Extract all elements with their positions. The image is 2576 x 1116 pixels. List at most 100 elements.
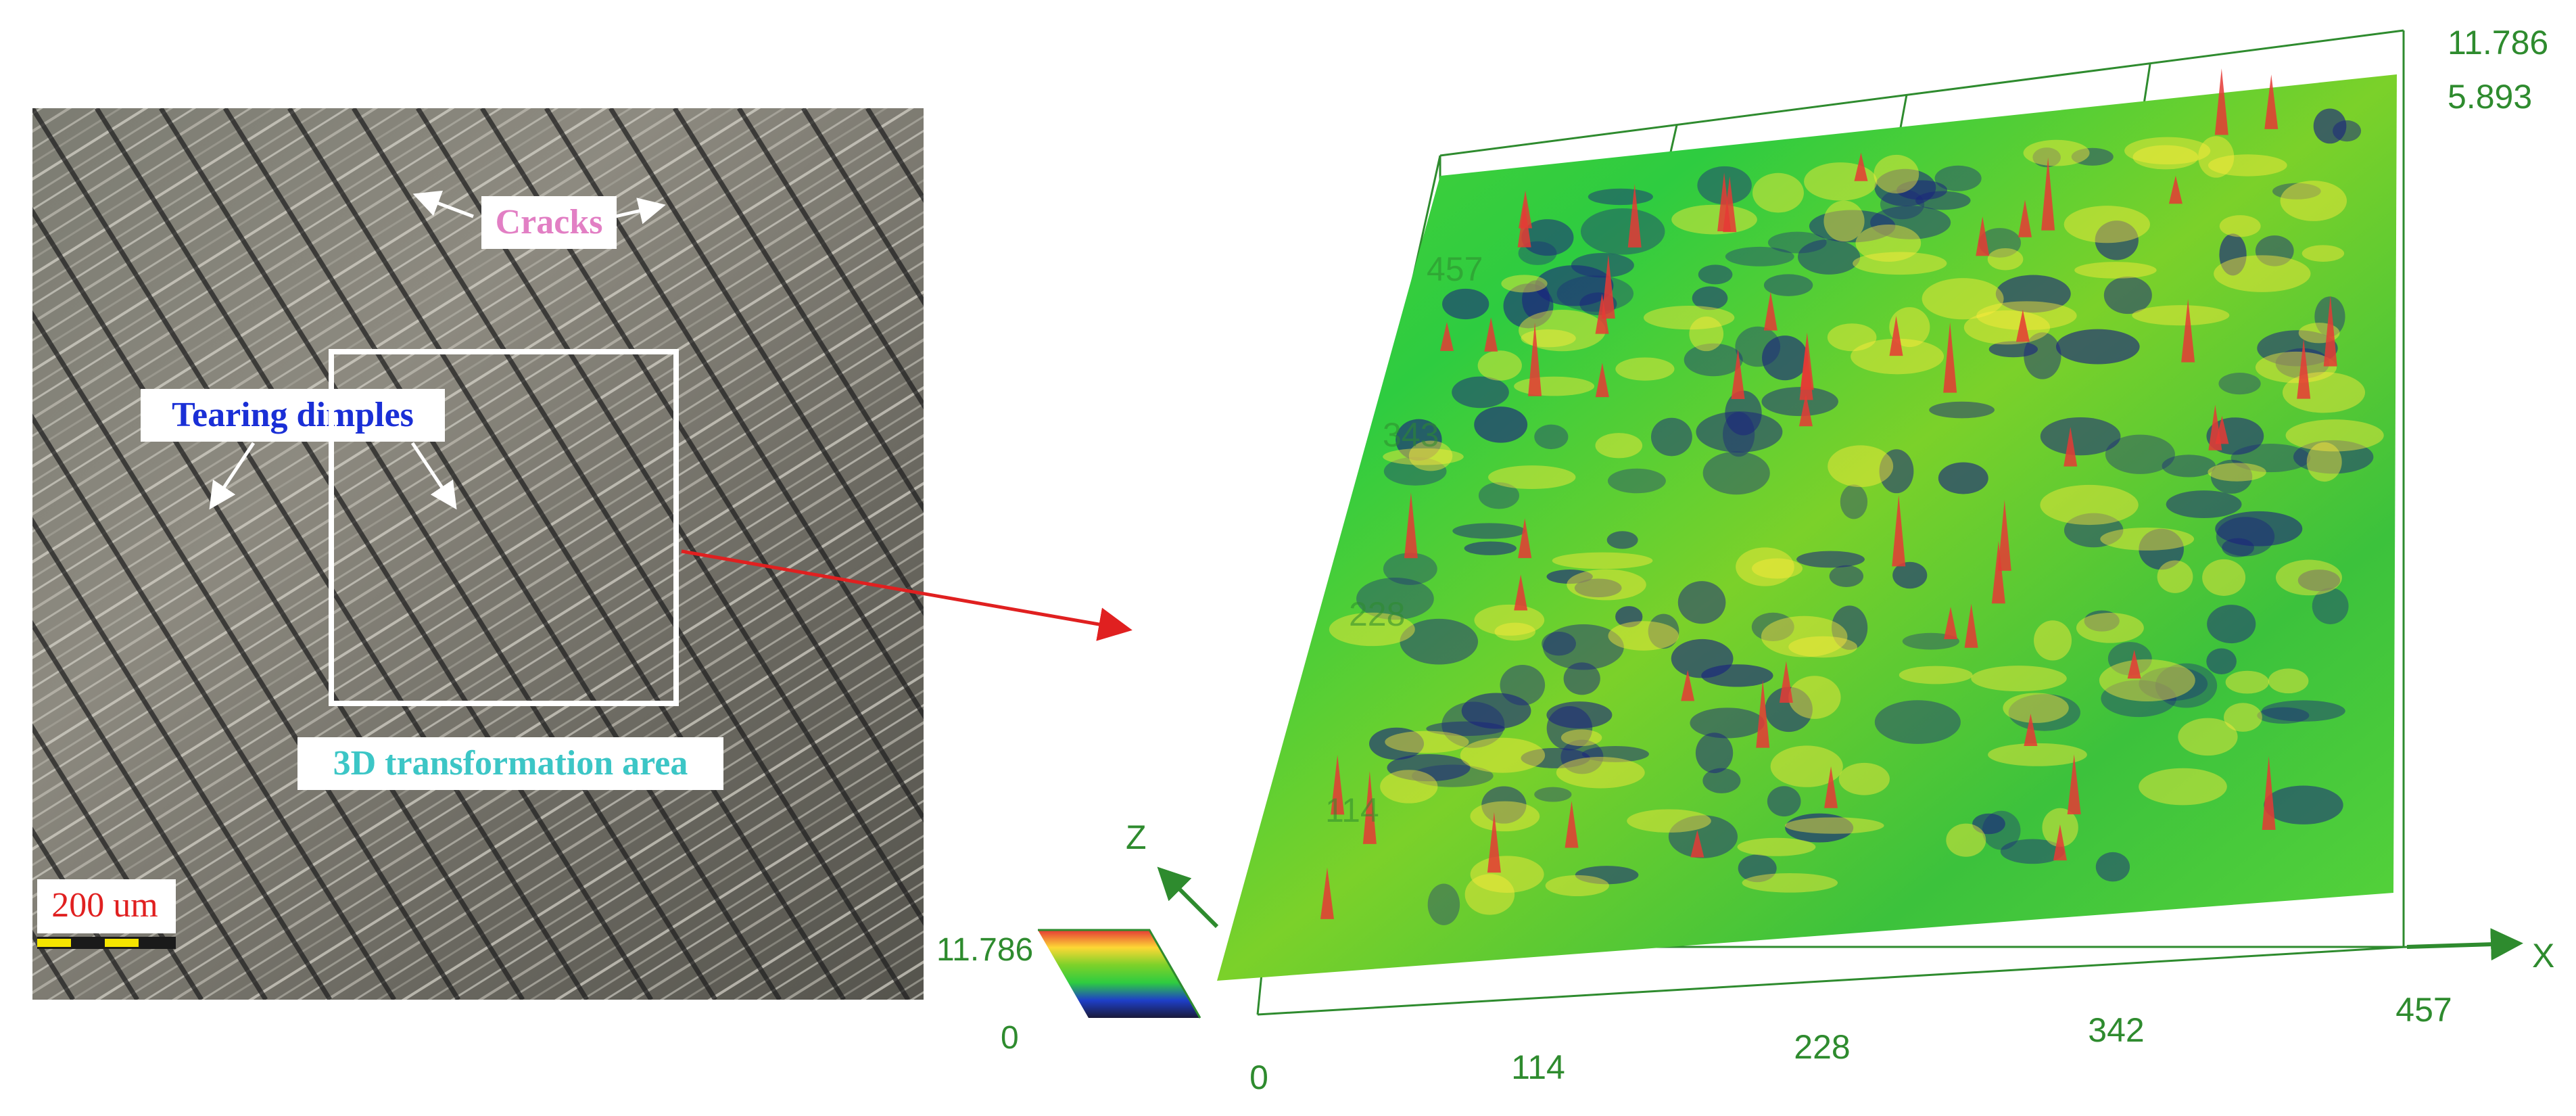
surface-valley (1785, 813, 1854, 843)
surface-peak (2067, 754, 2081, 814)
z-mid-label: 5.893 (2448, 78, 2532, 116)
surface-valley (2216, 517, 2275, 557)
surface-valley (2272, 183, 2321, 200)
surface-valley (1580, 208, 1665, 255)
surface-valley (1615, 606, 1643, 628)
surface-valley (1546, 569, 1593, 584)
surface-valley (2095, 220, 2139, 260)
surface-peak (1528, 322, 1542, 396)
surface-ridge (2208, 463, 2266, 482)
surface-ridge (1519, 309, 1606, 352)
surface-valley (1441, 701, 1505, 748)
surface-valley (2000, 839, 2065, 864)
surface-valley (2166, 490, 2242, 519)
surface-ridge (1488, 465, 1576, 490)
surface-valley (2293, 440, 2374, 474)
surface-valley (1982, 810, 2021, 850)
surface-peak (1756, 680, 1770, 748)
surface-ridge (1595, 433, 1643, 459)
surface-peak (1690, 830, 1704, 858)
surface-valley (1695, 733, 1734, 774)
surface-ridge (2034, 620, 2072, 661)
surface-peak (1439, 322, 1454, 351)
surface-ridge (1501, 275, 1548, 293)
surface-valley (1677, 581, 1726, 624)
surface-peak (1514, 574, 1528, 611)
surface-ridge (1329, 612, 1415, 647)
x-tick-228: 228 (1794, 1028, 1850, 1066)
crack-band (32, 413, 396, 1000)
surface-ridge (1643, 306, 1735, 330)
surface-valley (1606, 531, 1638, 549)
surface-ridge (2124, 137, 2211, 165)
crack-band (737, 108, 924, 410)
surface-valley (2210, 459, 2253, 494)
y-tick-457: 457 (1427, 250, 1483, 288)
surface-ridge (1552, 552, 1653, 569)
surface-ridge (1922, 278, 2004, 320)
surface-peak (1601, 254, 1615, 319)
surface-valley (1702, 451, 1770, 495)
surface-valley (2297, 569, 2341, 592)
surface-valley (1607, 468, 1666, 494)
surface-ridge (1804, 162, 1878, 201)
surface-ridge (2219, 215, 2261, 237)
cracks-label-box (481, 196, 617, 249)
surface-peak (1763, 292, 1778, 331)
surface-ridge (1494, 622, 1536, 641)
surface-peak (2064, 427, 2078, 467)
surface-features (1320, 68, 2384, 925)
surface-peak (1404, 492, 1418, 559)
surface-ridge (1627, 809, 1711, 833)
surface-peak (1517, 202, 1531, 248)
surface-peak (2181, 298, 2195, 363)
x-axis-name: X (2532, 937, 2554, 975)
surface-valley (2162, 455, 2216, 478)
surface-ridge (1470, 856, 1544, 893)
surface-ridge (1474, 604, 1545, 636)
surface-valley (1978, 228, 2022, 258)
surface-valley (1698, 264, 1733, 285)
surface-ridge (1971, 666, 2067, 692)
surface-ridge (1752, 172, 1804, 213)
surface-valley (2105, 434, 2175, 474)
crack-band (0, 108, 9, 1000)
surface-valley (1474, 406, 1528, 443)
surface-ridge (2064, 206, 2150, 243)
surface-valley (1546, 701, 1613, 728)
surface-ridge (1976, 301, 2077, 331)
crack-band (352, 108, 910, 1000)
surface-ridge (2040, 484, 2139, 526)
surface-ridge (2208, 154, 2287, 177)
tearing-arrow-left (209, 442, 256, 510)
surface-ridge (2268, 668, 2309, 694)
surface-ridge (1671, 204, 1757, 235)
z-max-label: 11.786 (2448, 24, 2548, 62)
surface-valley (2222, 538, 2254, 557)
surface-ridge (1556, 757, 1645, 789)
surface-ridge (1788, 676, 1841, 719)
surface-valley (1452, 376, 1509, 409)
surface-ridge (2198, 136, 2235, 178)
x-tick-0: 0 (1249, 1059, 1268, 1096)
surface-valley (1426, 721, 1505, 737)
surface-valley (1809, 210, 1896, 243)
surface-valley (1767, 786, 1801, 817)
surface-ridge (2202, 559, 2246, 596)
surface-ridge (2099, 659, 2195, 702)
crack-band (287, 108, 846, 1000)
surface-peak (1487, 812, 1501, 873)
surface-valley (2264, 785, 2343, 824)
crack-band (32, 310, 460, 1000)
surface-valley (2024, 332, 2061, 379)
surface-peak (2168, 175, 2183, 204)
surface-valley (1563, 662, 1600, 695)
surface-valley (1452, 523, 1526, 539)
tearing-dimples-box (141, 389, 445, 442)
surface-valley (1738, 854, 1777, 883)
surface-valley (1972, 813, 2005, 835)
surface-ridge (1788, 636, 1857, 658)
surface-valley (1574, 578, 1622, 598)
surface-ridge (1380, 770, 1438, 804)
